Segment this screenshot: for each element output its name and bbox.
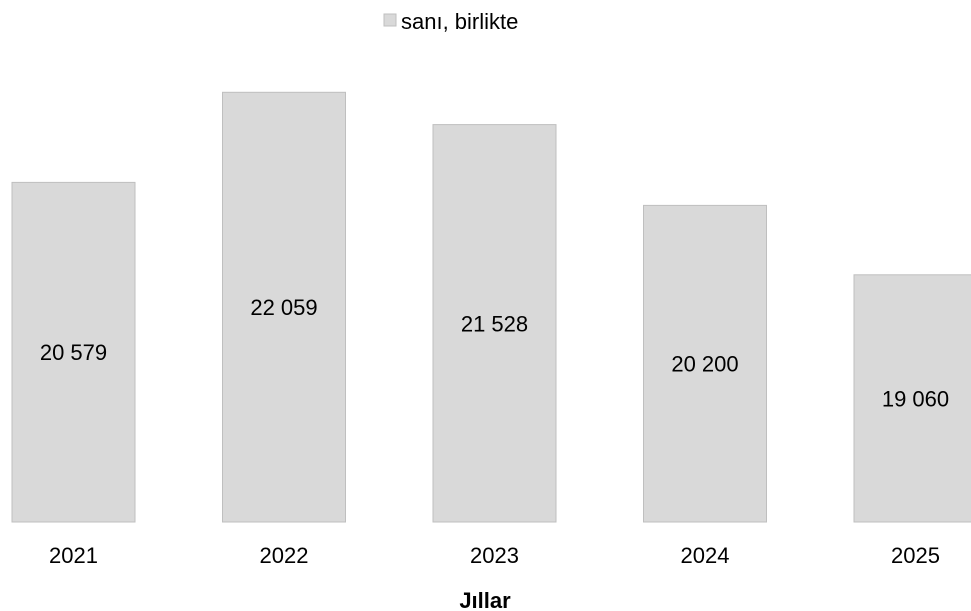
x-tick-label-2024: 2024 xyxy=(681,543,730,568)
x-axis-title: Jıllar xyxy=(459,588,511,611)
x-tick-label-2022: 2022 xyxy=(260,543,309,568)
bar-2022 xyxy=(222,91,346,523)
bar-2025 xyxy=(853,274,971,523)
legend-entry: sanı, birlikte xyxy=(401,9,518,34)
data-label-2023: 21 528 xyxy=(461,311,528,336)
bar-2021 xyxy=(11,181,136,523)
data-label-2024: 20 200 xyxy=(671,352,738,377)
x-tick-label-2023: 2023 xyxy=(470,543,519,568)
bars xyxy=(11,91,971,523)
x-tick-label-2021: 2021 xyxy=(49,543,98,568)
x-tick-label-2025: 2025 xyxy=(891,543,940,568)
bar-2024 xyxy=(643,204,767,523)
value-labels: 20 579 22 059 21 528 20 200 19 060 xyxy=(40,295,949,411)
bar-2023 xyxy=(432,124,557,523)
data-label-2022: 22 059 xyxy=(250,295,317,320)
data-label-2021: 20 579 xyxy=(40,340,107,365)
data-label-2025: 19 060 xyxy=(882,386,949,411)
legend: sanı, birlikte xyxy=(383,9,518,34)
x-axis-ticks: 2021 2022 2023 2024 2025 xyxy=(49,543,940,568)
legend-swatch xyxy=(383,13,397,27)
